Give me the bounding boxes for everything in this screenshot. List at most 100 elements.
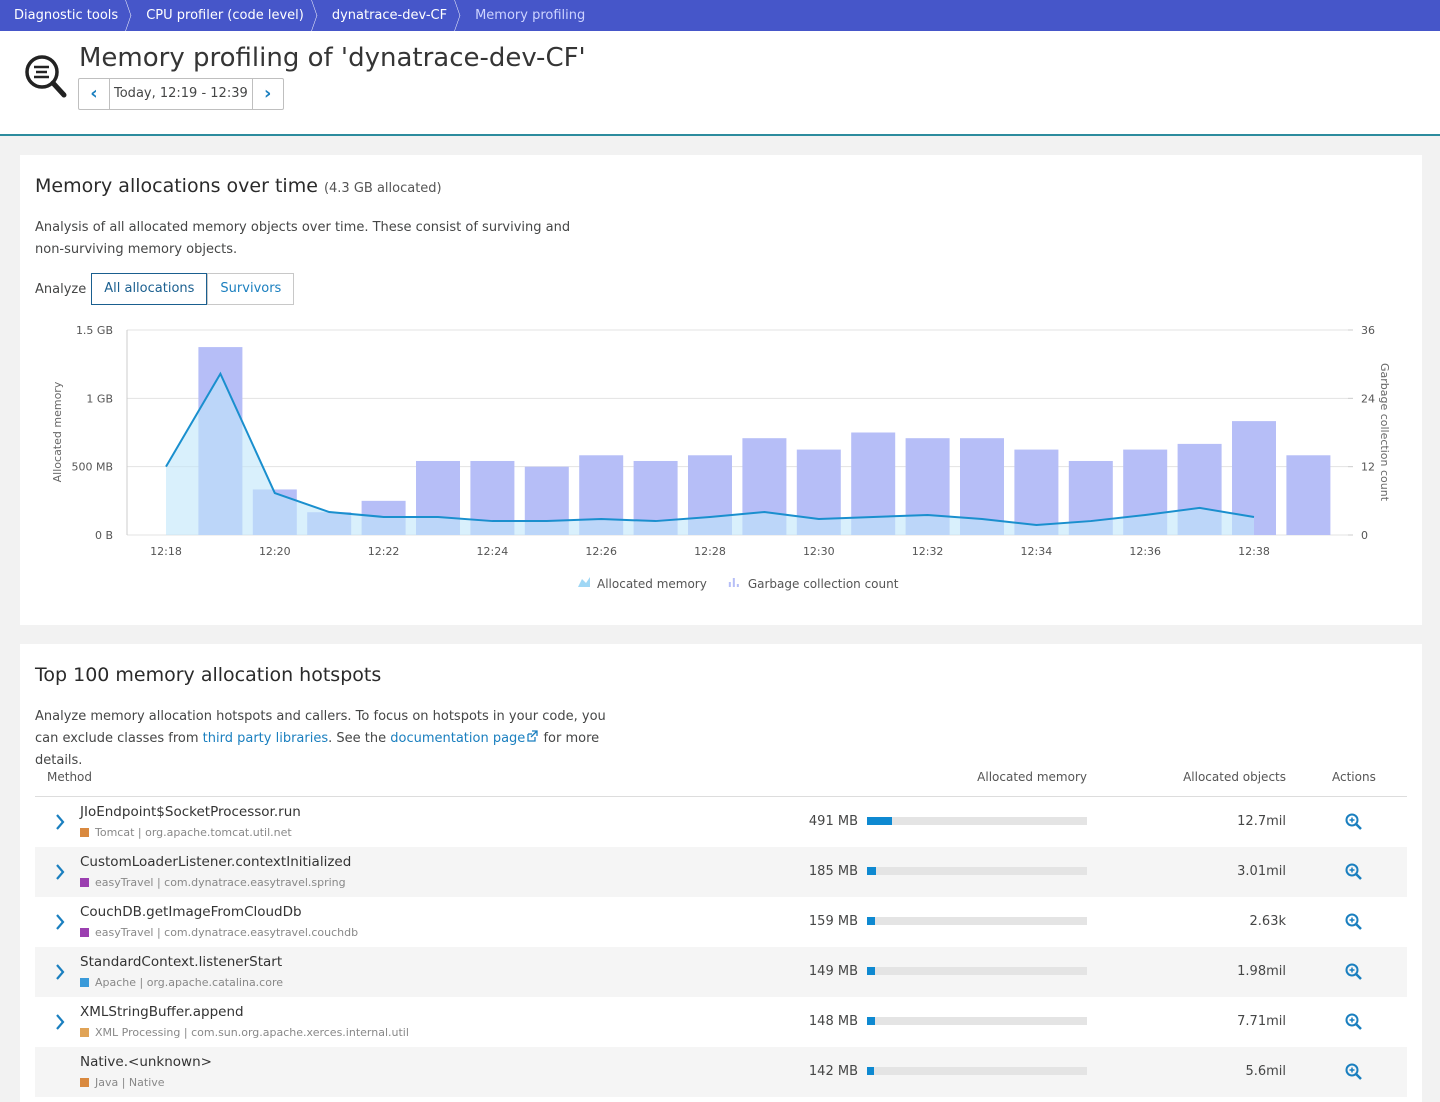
external-link-icon bbox=[527, 730, 538, 742]
x-tick-label: 12:26 bbox=[585, 545, 617, 558]
category-swatch bbox=[80, 928, 89, 937]
expand-button[interactable] bbox=[53, 862, 67, 882]
memory-bar bbox=[867, 867, 877, 875]
category: easyTravel | com.dynatrace.easytravel.sp… bbox=[80, 876, 346, 889]
analyze-tabs: Analyze All allocations Survivors bbox=[35, 273, 295, 305]
allocated-memory: 148 MB bbox=[808, 1014, 858, 1029]
breadcrumb[interactable]: CPU profiler (code level) bbox=[132, 0, 318, 31]
legend-icon bbox=[578, 577, 590, 587]
hotspot-row: Native.<unknown> Java | Native 142 MB 5.6mi… bbox=[35, 1047, 1407, 1097]
y-tick-label: 500 MB bbox=[71, 461, 113, 474]
title-text: Memory allocations over time bbox=[35, 175, 318, 197]
tab[interactable]: All allocations bbox=[91, 273, 208, 305]
timeframe-selector: ‹ Today, 12:19 - 12:39 › bbox=[78, 78, 284, 110]
allocated-memory: 491 MB bbox=[808, 814, 858, 829]
legend-icon bbox=[736, 584, 739, 587]
memory-bar bbox=[867, 1017, 875, 1025]
y2-tick-label: 36 bbox=[1361, 324, 1375, 337]
text: for more details. bbox=[35, 731, 600, 768]
icon bbox=[1355, 973, 1362, 980]
timeframe[interactable]: Today, 12:19 - 12:39 bbox=[109, 79, 253, 109]
analyze-action[interactable] bbox=[1344, 812, 1364, 832]
legend-icon bbox=[732, 578, 735, 587]
allocated-objects: 2.63k bbox=[1249, 914, 1286, 929]
memory-bar bbox=[867, 917, 876, 925]
category-text: Java | Native bbox=[95, 1076, 165, 1089]
breadcrumb[interactable]: Diagnostic tools bbox=[0, 0, 132, 31]
column-header: Method bbox=[47, 770, 93, 784]
memory-bar-track bbox=[867, 1067, 1087, 1075]
icon bbox=[1355, 1023, 1362, 1030]
allocated-objects: 7.71mil bbox=[1237, 1014, 1286, 1029]
category: Tomcat | org.apache.tomcat.util.net bbox=[80, 826, 292, 839]
total-allocated: (4.3 GB allocated) bbox=[323, 181, 442, 196]
analyze-action[interactable] bbox=[1344, 962, 1364, 982]
memory-bar bbox=[867, 817, 893, 825]
previous-button[interactable]: ‹ bbox=[90, 83, 98, 104]
tab[interactable]: Survivors bbox=[207, 273, 295, 305]
icon bbox=[1355, 873, 1362, 880]
hotspot-row: XMLStringBuffer.append XML Processing | c… bbox=[35, 997, 1407, 1047]
x-tick-label: 12:24 bbox=[477, 545, 509, 558]
allocated-objects: 5.6mil bbox=[1245, 1064, 1286, 1079]
x-tick-label: 12:22 bbox=[368, 545, 400, 558]
expand-button[interactable] bbox=[53, 912, 67, 932]
memory-bar-track bbox=[867, 867, 1087, 875]
x-tick-label: 12:30 bbox=[803, 545, 835, 558]
line bbox=[165, 371, 1255, 527]
hotspot-row: CouchDB.getImageFromCloudDb easyTravel | … bbox=[35, 897, 1407, 947]
expand-button[interactable] bbox=[53, 1012, 67, 1032]
method-name: CustomLoaderListener.contextInitialized bbox=[80, 854, 352, 870]
y-axis-label: Allocated memory bbox=[51, 381, 64, 482]
link[interactable]: third party libraries bbox=[202, 731, 329, 746]
category-swatch bbox=[80, 1078, 89, 1087]
x-tick-label: 12:28 bbox=[694, 545, 726, 558]
category-text: easyTravel | com.dynatrace.easytravel.co… bbox=[95, 926, 359, 939]
x-tick-label: 12:32 bbox=[912, 545, 944, 558]
column-header: Allocated memory bbox=[977, 770, 1087, 784]
icon bbox=[1345, 913, 1359, 927]
card-title: Memory allocations over time (4.3 GB all… bbox=[35, 175, 442, 197]
link[interactable]: documentation page bbox=[390, 731, 526, 746]
allocated-objects: 3.01mil bbox=[1237, 864, 1286, 879]
description: Analysis of all allocated memory objects… bbox=[35, 220, 571, 257]
y-tick-label: 0 B bbox=[95, 529, 113, 542]
breadcrumb[interactable]: dynatrace-dev-CF bbox=[318, 0, 461, 31]
header-divider bbox=[35, 796, 1407, 797]
method-name: XMLStringBuffer.append bbox=[80, 1004, 244, 1020]
method-name: StandardContext.listenerStart bbox=[80, 954, 283, 970]
legend-label: Allocated memory bbox=[597, 577, 707, 591]
next-button[interactable]: › bbox=[264, 83, 272, 104]
analyze-action[interactable] bbox=[1344, 912, 1364, 932]
allocated-memory: 159 MB bbox=[808, 914, 858, 929]
category: easyTravel | com.dynatrace.easytravel.co… bbox=[80, 926, 358, 939]
hotspot-row: StandardContext.listenerStart Apache | or… bbox=[35, 947, 1407, 997]
method-name: CouchDB.getImageFromCloudDb bbox=[80, 904, 302, 920]
analyze-action[interactable] bbox=[1344, 862, 1364, 882]
category: Java | Native bbox=[80, 1076, 165, 1089]
profile-icon bbox=[25, 55, 67, 98]
icon bbox=[1355, 923, 1362, 930]
icon bbox=[1345, 813, 1359, 827]
breadcrumb[interactable]: Memory profiling bbox=[475, 8, 586, 23]
y-tick-label: 1.5 GB bbox=[76, 324, 113, 337]
legend-label: Garbage collection count bbox=[748, 577, 899, 591]
analyze-action[interactable] bbox=[1344, 1012, 1364, 1032]
allocated-objects: 12.7mil bbox=[1237, 814, 1286, 829]
chevron bbox=[56, 964, 65, 980]
expand-button[interactable] bbox=[53, 812, 67, 832]
category-text: Apache | org.apache.catalina.core bbox=[95, 976, 284, 989]
y-tick-label: 1 GB bbox=[86, 392, 113, 405]
text: Analyze memory allocation hotspots and c… bbox=[35, 709, 606, 746]
legend-icon bbox=[728, 582, 731, 587]
category-text: XML Processing | com.sun.org.apache.xerc… bbox=[95, 1026, 409, 1039]
x-tick-label: 12:34 bbox=[1021, 545, 1053, 558]
analyze-action[interactable] bbox=[1344, 1062, 1364, 1082]
expand-button[interactable] bbox=[53, 962, 67, 982]
icon bbox=[1345, 1063, 1359, 1077]
category-swatch bbox=[80, 878, 89, 887]
x-tick-label: 12:36 bbox=[1129, 545, 1161, 558]
column-header: Actions bbox=[1332, 770, 1376, 784]
method-name: JIoEndpoint$SocketProcessor.run bbox=[80, 804, 301, 820]
hotspot-row: JIoEndpoint$SocketProcessor.run Tomcat | … bbox=[35, 797, 1407, 847]
